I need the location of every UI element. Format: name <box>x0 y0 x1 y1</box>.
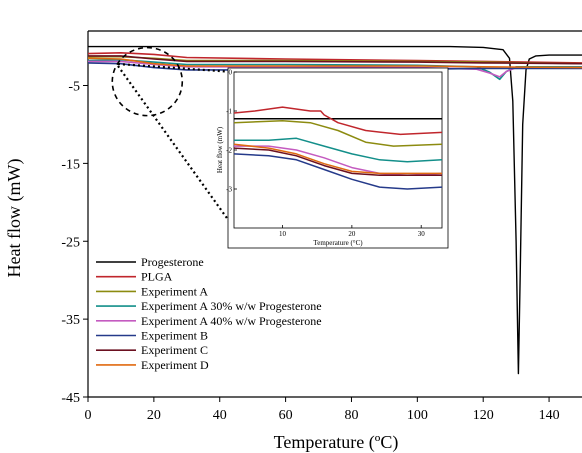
y-tick-label: -15 <box>61 157 80 172</box>
y-tick-label: -35 <box>61 313 80 328</box>
inset-series-line-experiment-a-30-w-w-progesterone <box>234 137 443 163</box>
y-tick-label: -45 <box>61 391 80 406</box>
inset-y-tick-label: -3 <box>226 186 232 194</box>
zoom-connector-bottom <box>117 65 235 229</box>
inset-series-line-experiment-a <box>233 120 443 147</box>
inset-plot: 10 20 30 0 -1 -2 -3 Temperature (°C) Heat flow (… <box>117 62 449 249</box>
inset-series-line-experiment-d <box>233 143 442 175</box>
legend-label-experiment-d: Experiment D <box>141 358 209 372</box>
zoom-connector-top <box>117 62 235 74</box>
inset-x-tick-label: 20 <box>348 230 356 238</box>
series-line-progesterone <box>88 45 582 375</box>
series-line-experiment-d <box>87 57 582 69</box>
inset-y-axis-title: Heat flow (mW) <box>216 126 224 173</box>
legend-label-experiment-b: Experiment B <box>141 329 208 343</box>
x-axis-title: Temperature (ºC) <box>274 432 399 453</box>
series-line-experiment-c <box>88 55 582 65</box>
x-tick-label: 140 <box>539 408 560 423</box>
inset-y-tick-label: -1 <box>226 108 232 116</box>
legend-label-plga: PLGA <box>141 270 173 284</box>
x-tick-label: 120 <box>473 408 494 423</box>
inset-series-line-plga <box>233 106 443 136</box>
y-tick-label: -25 <box>61 235 80 250</box>
inset-x-tick-label: 10 <box>279 230 287 238</box>
inset-x-tick-label: 30 <box>418 230 426 238</box>
x-tick-label: 20 <box>147 408 161 423</box>
x-tick-label: 80 <box>344 408 358 423</box>
x-tick-label: 40 <box>213 408 227 423</box>
x-tick-label: 60 <box>279 408 293 423</box>
inset-y-tick-label: -2 <box>226 147 232 155</box>
legend-label-progesterone: Progesterone <box>141 255 204 269</box>
y-axis-title: Heat flow (mW) <box>4 159 25 278</box>
main-plot: 0 20 40 60 80 100 120 140-5-15-25-35-45 <box>61 30 582 423</box>
legend-label-experiment-c: Experiment C <box>141 343 208 357</box>
inset-series-line-experiment-b <box>233 153 443 190</box>
legend-label-experiment-a: Experiment A <box>141 284 208 298</box>
legend-label-experiment-a-40-w-w-progesterone: Experiment A 40% w/w Progesterone <box>141 314 322 328</box>
x-tick-label: 0 <box>85 408 92 423</box>
inset-x-axis-title: Temperature (°C) <box>313 239 363 247</box>
inset-y-tick-label: 0 <box>229 69 233 77</box>
inset-series-line-experiment-c <box>233 147 442 177</box>
zoom-callout-circle <box>111 46 184 117</box>
x-tick-label: 100 <box>407 408 428 423</box>
y-tick-label: -5 <box>68 80 80 95</box>
legend-label-experiment-a-30-w-w-progesterone: Experiment A 30% w/w Progesterone <box>141 299 322 313</box>
